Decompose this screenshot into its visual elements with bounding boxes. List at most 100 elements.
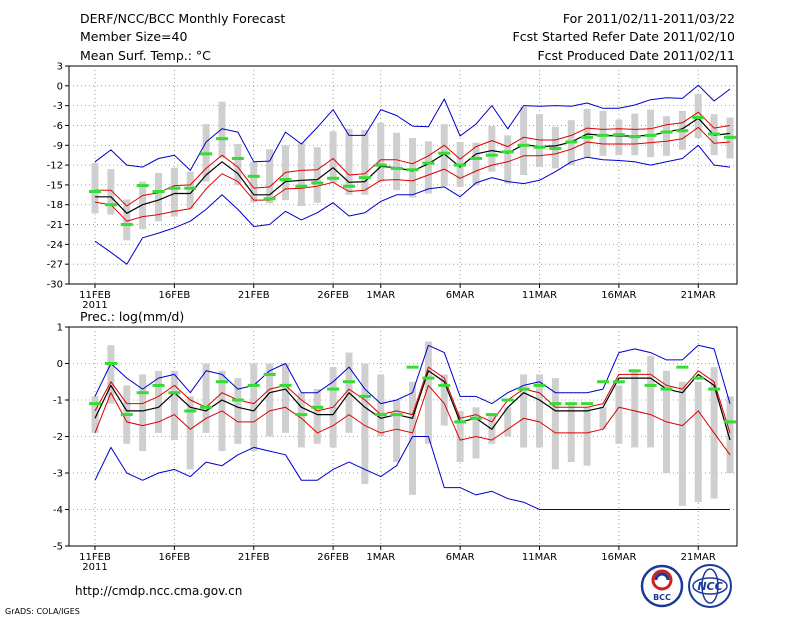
- series-mean-line: [94, 370, 731, 441]
- x-tick-label: 1MAR: [366, 552, 395, 563]
- y-tick-label: -12: [47, 161, 63, 172]
- spread-box: [377, 122, 385, 182]
- spread-box: [361, 130, 369, 195]
- spread-box: [615, 385, 623, 444]
- obs-marker: [295, 184, 308, 188]
- obs-marker: [533, 145, 546, 149]
- obs-marker: [597, 133, 609, 137]
- obs-marker: [327, 176, 340, 180]
- obs-marker: [152, 190, 165, 194]
- spread-box: [488, 126, 496, 172]
- obs-marker: [343, 380, 355, 384]
- y-tick-label: 0: [57, 359, 63, 370]
- obs-marker: [517, 143, 530, 147]
- spread-box: [536, 114, 543, 168]
- spread-box: [663, 116, 670, 156]
- obs-marker: [263, 197, 276, 201]
- spread-box: [599, 407, 607, 430]
- spread-box: [726, 396, 734, 473]
- spread-box: [536, 374, 543, 448]
- variable-label: Mean Surf. Temp.: °C: [80, 48, 211, 63]
- obs-marker: [485, 153, 498, 157]
- spread-box: [155, 173, 162, 222]
- spread-box: [170, 167, 178, 217]
- y-tick-label: -27: [47, 260, 63, 271]
- spread-box: [107, 345, 115, 404]
- obs-marker: [565, 402, 578, 406]
- obs-marker: [549, 402, 562, 406]
- spread-box: [297, 143, 305, 207]
- forecast-period: For 2011/02/11-2011/03/22: [563, 11, 735, 26]
- spread-box: [551, 378, 559, 470]
- obs-marker: [216, 137, 228, 141]
- obs-marker: [311, 405, 324, 409]
- obs-marker: [168, 186, 181, 190]
- spread-box: [631, 113, 639, 156]
- y-tick-label: -30: [47, 280, 63, 291]
- obs-marker: [676, 365, 689, 369]
- obs-marker: [660, 130, 673, 134]
- spread-box: [440, 374, 448, 426]
- spread-box: [615, 119, 623, 156]
- footer-url[interactable]: http://cmdp.ncc.cma.gov.cn: [75, 584, 242, 598]
- obs-marker: [470, 156, 482, 160]
- series-min-line: [94, 144, 731, 265]
- obs-marker: [104, 362, 117, 365]
- obs-marker: [343, 184, 355, 188]
- spread-box: [520, 374, 528, 448]
- plot-frame: [68, 65, 738, 285]
- obs-marker: [422, 161, 435, 165]
- obs-marker: [390, 166, 403, 170]
- obs-marker: [120, 223, 133, 227]
- spread-box: [266, 149, 274, 204]
- spread-box: [583, 108, 591, 158]
- spread-box: [107, 169, 115, 215]
- series-upper-line: [95, 111, 731, 207]
- x-tick-label: 11MAR: [522, 290, 557, 301]
- obs-marker: [422, 376, 435, 380]
- spread-box: [250, 363, 258, 452]
- spread-box: [631, 370, 639, 448]
- obs-marker: [279, 178, 292, 182]
- series-max-line: [94, 84, 731, 171]
- spread-box: [91, 396, 99, 433]
- grads-credit: GrADS: COLA/IGES: [5, 607, 80, 616]
- series-min-line: [94, 436, 730, 510]
- spread-box: [234, 143, 242, 185]
- series-max-line: [94, 344, 731, 405]
- obs-marker: [311, 181, 324, 185]
- obs-marker: [470, 416, 482, 420]
- y-tick-label: 0: [57, 81, 63, 92]
- spread-box: [583, 407, 591, 466]
- spread-box: [218, 101, 226, 158]
- obs-marker: [263, 372, 276, 376]
- spread-box: [313, 147, 321, 203]
- spread-box: [694, 93, 702, 139]
- spread-box: [409, 138, 416, 198]
- y-tick-label: -3: [53, 101, 63, 112]
- obs-marker: [184, 409, 197, 413]
- y-tick-label: -2: [53, 432, 63, 443]
- y-tick-label: -9: [53, 141, 63, 152]
- obs-marker: [612, 380, 625, 384]
- spread-box: [393, 400, 401, 463]
- prec-panel-title: Prec.: log(mm/d): [80, 309, 184, 324]
- spread-box: [313, 389, 321, 444]
- started-date: Fcst Started Refer Date 2011/02/10: [513, 29, 736, 44]
- spread-box: [424, 141, 432, 194]
- spread-box: [647, 356, 655, 448]
- obs-marker: [390, 413, 403, 417]
- obs-marker: [438, 383, 451, 387]
- spread-box: [393, 132, 401, 191]
- obs-marker: [374, 163, 387, 167]
- obs-marker: [708, 132, 721, 136]
- spread-box: [456, 410, 464, 463]
- x-tick-label: 1MAR: [366, 290, 395, 301]
- obs-marker: [247, 174, 260, 178]
- x-tick-label: 16FEB: [159, 290, 191, 301]
- obs-marker: [581, 402, 594, 406]
- obs-marker: [549, 147, 562, 151]
- spread-box: [139, 374, 147, 452]
- obs-marker: [200, 405, 213, 409]
